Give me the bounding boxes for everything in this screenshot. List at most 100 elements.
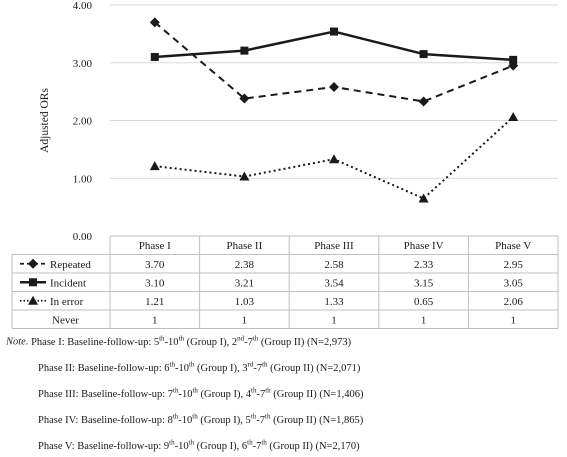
data-point-repeated [418,96,429,107]
note-line-1-text: Phase I: Baseline-follow-up: 5th-10th (G… [31,334,352,348]
note-superscript: th [192,386,198,394]
data-point-repeated [329,82,339,93]
note-superscript: th [251,386,257,394]
note-line-4-text: Phase IV: Baseline-follow-up: 8th-10th (… [38,412,363,426]
data-point-incident [240,46,249,55]
note-superscript: th [159,334,165,342]
note-text: Phase I: Baseline-follow-up: 5 [31,336,160,348]
data-point-in-error [508,112,519,122]
note-superscript: th [188,438,195,446]
note-text: (Group I), 4 [197,388,251,400]
note-line-4: Phase IV: Baseline-follow-up: 8th-10th (… [38,412,363,426]
x-tick-label: Phase IV [404,240,444,252]
data-point-incident [419,50,428,59]
note-superscript: th [173,386,179,394]
data-label-never: 1 [242,314,248,326]
note-superscript: th [265,386,271,394]
note-line-5: Phase V: Baseline-follow-up: 9th-10th (G… [38,438,360,452]
note-text: -7 [256,414,266,426]
note-superscript: th [169,360,175,368]
data-label-incident: 3.54 [324,277,344,289]
data-label-in-error: 1.33 [324,296,344,308]
data-label-never: 1 [510,314,516,326]
data-label-never: 1 [421,314,427,326]
data-label-incident: 3.15 [414,277,434,289]
note-superscript: th [169,438,175,446]
data-point-in-error [239,171,250,181]
note-line-3-text: Phase III: Baseline-follow-up: 7th-10th … [38,386,364,400]
legend-marker-in-error [28,295,38,305]
note-text: -7 [252,440,262,452]
note-text: (Group I), 3 [194,362,248,374]
note-superscript: th [265,412,271,420]
note-line-1: Note. Phase I: Baseline-follow-up: 5th-1… [6,334,351,348]
data-point-incident [330,27,338,36]
series-line-incident [154,30,514,62]
y-tick-label: 4.00 [73,0,93,12]
note-text: -7 [244,336,253,348]
data-point-in-error [329,154,339,164]
note-text: -7 [253,362,263,374]
note-superscript: th [172,412,179,420]
note-text: (Group II) (N=1,406) [270,388,364,400]
note-line-5-text: Phase V: Baseline-follow-up: 9th-10th (G… [38,438,360,452]
data-label-repeated: 2.33 [414,259,434,271]
y-tick-label: 1.00 [73,173,93,185]
data-label-never: 1 [152,314,158,326]
note-superscript: rd [247,360,254,368]
y-axis-title: Adjusted ORs [39,88,51,153]
data-label-incident: 3.05 [504,277,524,289]
note-text: -10 [178,388,193,400]
legend-marker-repeated [28,258,38,269]
data-point-repeated [239,93,250,104]
note-superscript: th [250,412,257,420]
note-text: -10 [174,362,189,374]
note-superscript: th [188,360,195,368]
data-label-in-error: 1.21 [145,296,164,308]
note-superscript: th [247,438,253,446]
data-label-in-error: 2.06 [504,296,524,308]
note-text: (Group II) (N=2,973) [258,336,352,348]
data-label-repeated: 2.95 [504,259,524,271]
note-text: (Group II) (N=2,170) [266,440,360,452]
data-label-never: 1 [331,314,337,326]
data-label-repeated: 2.58 [324,259,344,271]
data-label-in-error: 0.65 [414,296,434,308]
y-tick-label: 0.00 [73,231,93,243]
data-label-repeated: 3.70 [145,259,165,271]
x-tick-label: Phase V [495,240,531,252]
data-point-in-error [149,161,160,171]
legend-label-incident: Incident [50,277,86,289]
y-tick-label: 2.00 [73,116,93,128]
note-superscript: th [252,334,259,342]
data-label-incident: 3.10 [145,277,165,289]
note-superscript: nd [237,334,245,342]
note-line-2: Phase II: Baseline-follow-up: 6th-10th (… [38,360,360,374]
note-text: -7 [256,388,266,400]
legend-label-repeated: Repeated [50,259,91,271]
note-line-2-text: Phase II: Baseline-follow-up: 6th-10th (… [38,360,361,374]
note-text: -10 [164,336,179,348]
data-point-repeated [149,17,160,28]
note-text: -10 [178,414,193,426]
note-text: Phase V: Baseline-follow-up: 9 [38,440,170,452]
note-text: (Group I), 2 [184,336,238,348]
data-point-in-error [418,193,429,203]
note-text: Phase II: Baseline-follow-up: 6 [38,362,170,374]
x-tick-label: Phase III [314,240,354,252]
note-superscript: th [262,360,268,368]
note-text: Phase III: Baseline-follow-up: 7 [38,388,174,400]
data-point-incident [150,52,159,61]
x-tick-label: Phase I [139,240,171,252]
data-label-incident: 3.21 [235,277,254,289]
note-superscript: th [192,412,198,420]
data-label-in-error: 1.03 [235,296,255,308]
note-text: (Group I), 5 [197,414,251,426]
legend-marker-incident [29,278,37,287]
y-tick-label: 3.00 [73,58,93,70]
note-text: Phase IV: Baseline-follow-up: 8 [38,414,173,426]
note-text: (Group II) (N=2,071) [267,362,361,374]
x-tick-label: Phase II [227,240,263,252]
note-lead: Note. [6,336,29,348]
legend-label-never: Never [52,314,79,326]
